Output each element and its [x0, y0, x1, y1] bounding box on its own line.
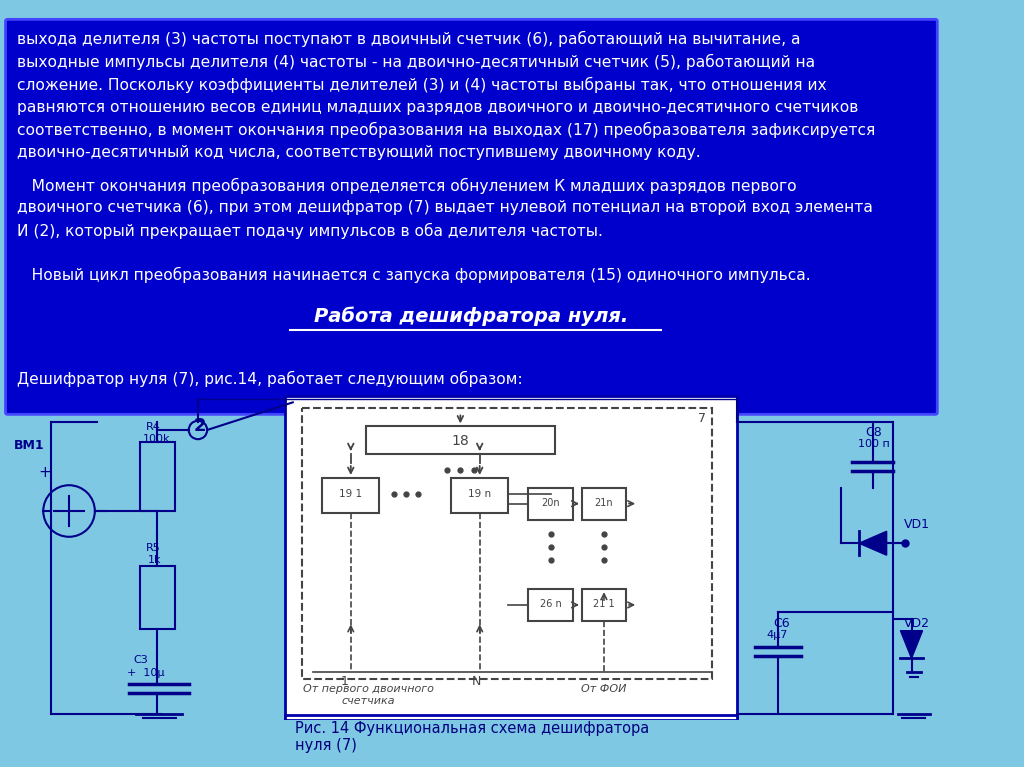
Text: 100 п: 100 п [858, 439, 890, 449]
Text: +  10µ: + 10µ [127, 667, 165, 677]
Text: R5: R5 [145, 543, 160, 553]
Polygon shape [900, 630, 923, 658]
Text: 26 n: 26 n [540, 599, 561, 609]
Text: R4: R4 [145, 422, 161, 432]
Bar [582, 488, 626, 520]
Text: Новый цикл преобразования начинается с запуска формирователя (15) одиночного имп: Новый цикл преобразования начинается с з… [16, 267, 810, 283]
Bar [302, 408, 712, 680]
Text: 1: 1 [340, 675, 348, 688]
Bar [367, 426, 555, 454]
Text: +: + [39, 465, 51, 480]
Text: 2: 2 [194, 417, 206, 435]
Text: VD2: VD2 [904, 617, 930, 630]
Polygon shape [859, 532, 887, 555]
Text: 20n: 20n [542, 498, 560, 508]
Text: 18: 18 [452, 433, 469, 448]
Bar [140, 442, 175, 511]
Text: 21 1: 21 1 [593, 599, 614, 609]
Bar [528, 589, 572, 621]
Text: 7: 7 [698, 412, 706, 425]
FancyBboxPatch shape [5, 19, 937, 414]
Text: N: N [471, 675, 480, 688]
Text: 100k: 100k [142, 433, 170, 443]
Text: От первого двоичного: От первого двоичного [303, 684, 434, 694]
Text: выхода делителя (3) частоты поступают в двоичный счетчик (6), работающий на вычи: выхода делителя (3) частоты поступают в … [16, 31, 874, 160]
Text: 4µ7: 4µ7 [766, 630, 787, 640]
Bar [528, 488, 572, 520]
Text: VD1: VD1 [904, 518, 930, 532]
Bar [323, 478, 379, 513]
Bar [286, 716, 736, 720]
Text: Работа дешифратора нуля.: Работа дешифратора нуля. [314, 307, 629, 326]
Text: От ФОИ: От ФОИ [582, 684, 627, 694]
Text: Рис. 14 Функциональная схема дешифратора
нуля (7): Рис. 14 Функциональная схема дешифратора… [295, 721, 649, 753]
Text: C3: C3 [133, 655, 148, 665]
Bar [452, 478, 508, 513]
Text: счетчика: счетчика [341, 696, 395, 706]
Bar [140, 566, 175, 629]
Text: C6: C6 [773, 617, 791, 630]
Text: BM1: BM1 [13, 439, 44, 453]
Bar [286, 396, 736, 718]
Text: 1k: 1k [148, 555, 162, 565]
Text: Дешифратор нуля (7), рис.14, работает следующим образом:: Дешифратор нуля (7), рис.14, работает сл… [16, 371, 522, 387]
Bar [582, 589, 626, 621]
Text: 19 1: 19 1 [339, 489, 362, 499]
Text: 21n: 21n [595, 498, 613, 508]
Text: 19 n: 19 n [468, 489, 492, 499]
Text: Момент окончания преобразования определяется обнулением К младших разрядов перво: Момент окончания преобразования определя… [16, 178, 872, 239]
Text: C8: C8 [865, 426, 883, 439]
